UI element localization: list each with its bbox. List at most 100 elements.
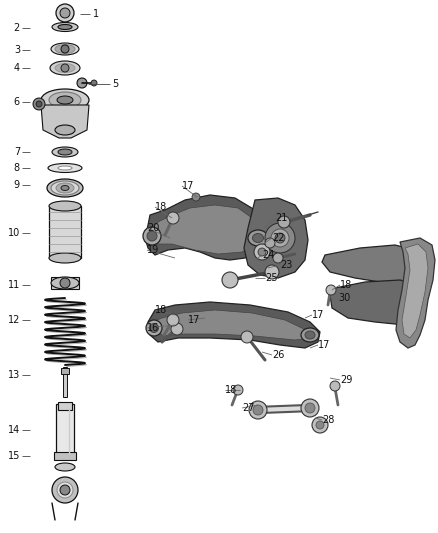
Text: 16: 16 [147,323,159,333]
Text: 18: 18 [155,305,167,315]
Text: 30: 30 [338,293,350,303]
Text: 17: 17 [182,181,194,191]
Polygon shape [402,244,428,338]
Ellipse shape [305,331,315,339]
Circle shape [312,417,328,433]
Ellipse shape [149,324,159,333]
Text: 24: 24 [262,250,274,260]
Text: 17: 17 [318,340,330,350]
Circle shape [77,78,87,88]
Ellipse shape [265,223,295,253]
Text: 18: 18 [340,280,352,290]
Circle shape [265,238,275,248]
Text: 28: 28 [322,415,334,425]
Ellipse shape [55,63,75,72]
Circle shape [36,101,42,107]
Text: 9: 9 [14,180,20,190]
Text: 17: 17 [188,315,200,325]
Circle shape [326,285,336,295]
Circle shape [60,8,70,18]
Polygon shape [148,302,320,348]
Circle shape [192,193,200,201]
Text: 26: 26 [272,350,284,360]
Text: 27: 27 [242,403,254,413]
Polygon shape [396,238,435,348]
Circle shape [305,403,315,413]
Circle shape [33,98,45,110]
Ellipse shape [50,61,80,75]
Circle shape [273,253,283,263]
Circle shape [275,233,285,243]
Ellipse shape [51,43,79,55]
Text: 2: 2 [14,23,20,33]
Text: 25: 25 [265,273,278,283]
Ellipse shape [271,229,289,247]
Circle shape [258,248,266,256]
Circle shape [301,399,319,417]
Ellipse shape [52,477,78,503]
Text: 15: 15 [7,451,20,461]
Text: 10: 10 [8,228,20,238]
Circle shape [167,212,179,224]
Ellipse shape [146,320,162,336]
Ellipse shape [51,277,79,289]
Ellipse shape [248,230,268,246]
Text: 4: 4 [14,63,20,73]
Polygon shape [155,310,310,340]
Ellipse shape [61,185,69,190]
Text: 8: 8 [14,163,20,173]
Circle shape [171,323,183,335]
Bar [61,368,69,374]
Text: 7: 7 [14,147,20,157]
Ellipse shape [147,231,157,241]
Ellipse shape [58,166,72,170]
Text: 14: 14 [8,425,20,435]
Ellipse shape [55,463,75,471]
Circle shape [241,331,253,343]
Circle shape [61,64,69,72]
Ellipse shape [55,125,75,135]
Ellipse shape [49,92,81,108]
Text: 5: 5 [112,79,118,89]
Ellipse shape [52,22,78,31]
Circle shape [91,80,97,86]
Ellipse shape [58,149,72,155]
Text: 18: 18 [225,385,237,395]
Circle shape [56,4,74,22]
Bar [58,402,72,410]
Ellipse shape [57,482,73,498]
Circle shape [61,45,69,53]
Circle shape [233,385,243,395]
Text: 1: 1 [93,9,99,19]
Circle shape [249,401,267,419]
Bar [49,206,81,258]
Ellipse shape [301,328,319,342]
Text: 23: 23 [280,260,293,270]
Bar [54,452,76,460]
Ellipse shape [47,179,83,197]
Ellipse shape [49,201,81,211]
Text: 11: 11 [8,280,20,290]
Circle shape [222,272,238,288]
Bar [63,367,67,397]
Circle shape [265,265,279,279]
Text: 29: 29 [340,375,353,385]
Text: 21: 21 [275,213,287,223]
Text: 19: 19 [147,245,159,255]
Ellipse shape [48,164,82,173]
Ellipse shape [57,96,73,104]
Text: 12: 12 [7,315,20,325]
Ellipse shape [51,181,79,195]
Circle shape [278,216,290,228]
Circle shape [60,278,70,288]
Text: 18: 18 [155,202,167,212]
Polygon shape [41,105,89,138]
Text: 3: 3 [14,45,20,55]
Text: 6: 6 [14,97,20,107]
Polygon shape [330,280,425,325]
Circle shape [254,244,270,260]
Circle shape [316,421,324,429]
Polygon shape [244,198,308,278]
Polygon shape [152,205,258,254]
Ellipse shape [252,233,264,243]
